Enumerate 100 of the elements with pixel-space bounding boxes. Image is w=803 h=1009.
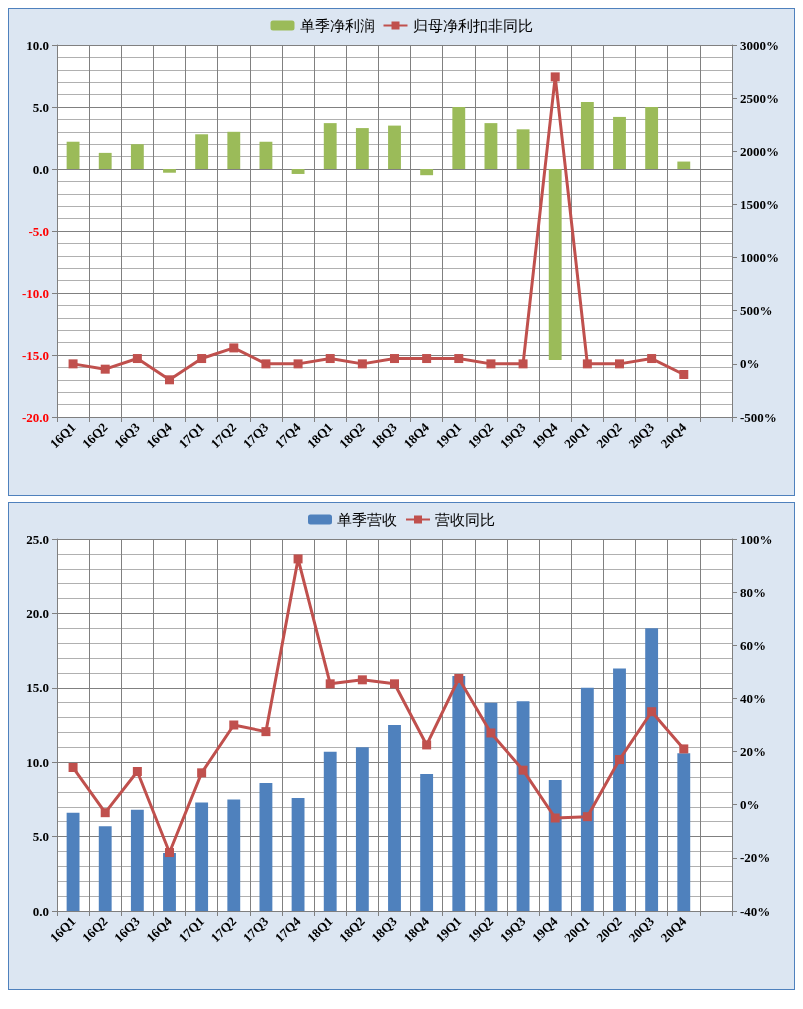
point: [229, 343, 239, 353]
y2-tick-label: 1500%: [740, 196, 779, 212]
bar: [548, 780, 562, 911]
bar: [323, 751, 337, 911]
point: [229, 720, 239, 730]
bar: [613, 116, 626, 169]
point: [390, 354, 399, 364]
point: [197, 768, 207, 778]
point: [261, 727, 271, 737]
y-tick-label: 20.0: [26, 605, 49, 621]
y2-tick-label: 3000%: [740, 37, 779, 53]
y2-tick-label: 40%: [740, 690, 766, 706]
bar: [420, 169, 434, 176]
y-tick-label: 0.0: [32, 161, 49, 177]
point: [325, 679, 335, 689]
y-tick-label: 5.0: [32, 99, 49, 115]
y2-tick-label: 0%: [740, 356, 760, 372]
bar: [613, 668, 626, 911]
point: [422, 740, 432, 750]
point: [357, 675, 367, 685]
y-tick-label: -5.0: [28, 223, 49, 239]
y2-tick-label: 80%: [740, 584, 766, 600]
bar: [130, 144, 144, 169]
bar: [452, 675, 466, 911]
point: [550, 813, 560, 823]
point: [197, 354, 207, 364]
point: [165, 848, 174, 858]
bar: [548, 169, 562, 360]
point: [582, 812, 592, 822]
point: [679, 369, 689, 379]
y-tick-label: -10.0: [21, 285, 49, 301]
bar: [677, 753, 691, 911]
y-tick-label: 10.0: [26, 754, 49, 770]
y2-tick-label: 0%: [740, 797, 760, 813]
y-tick-label: 0.0: [32, 903, 49, 919]
point: [165, 375, 174, 385]
point: [518, 765, 528, 775]
legend-label: 单季营收: [337, 510, 397, 529]
bar: [195, 802, 209, 911]
point: [325, 354, 335, 364]
bar: [163, 852, 176, 911]
point: [550, 72, 560, 82]
y-tick-label: 15.0: [26, 680, 49, 696]
y2-tick-label: 20%: [740, 744, 766, 760]
point: [518, 359, 528, 369]
bar: [677, 161, 691, 169]
point: [615, 359, 624, 369]
y2-tick-label: 1000%: [740, 250, 779, 266]
bar: [227, 799, 241, 911]
point: [390, 679, 399, 689]
y2-tick-label: -40%: [740, 903, 771, 919]
bar: [452, 107, 466, 169]
y2-tick-label: 60%: [740, 637, 766, 653]
y2-tick-label: -20%: [740, 850, 771, 866]
bar: [291, 169, 305, 174]
legend-label: 单季净利润: [299, 16, 375, 35]
bar: [355, 128, 369, 169]
bar: [516, 129, 530, 169]
bar: [66, 141, 80, 169]
bar: [323, 123, 337, 169]
bar: [98, 826, 112, 911]
point: [68, 359, 78, 369]
point: [422, 354, 432, 364]
point: [293, 554, 303, 564]
bar: [516, 701, 530, 911]
y-tick-label: -20.0: [21, 409, 49, 425]
bar: [163, 169, 176, 173]
point: [357, 359, 367, 369]
bar: [66, 812, 80, 911]
bar: [259, 141, 273, 169]
y2-tick-label: 100%: [740, 531, 773, 547]
bar: [484, 123, 498, 169]
bar: [259, 783, 273, 911]
y-tick-label: 10.0: [26, 37, 49, 53]
point: [293, 359, 303, 369]
point: [132, 354, 142, 364]
bar: [195, 134, 209, 169]
point: [454, 674, 464, 683]
y2-tick-label: 2500%: [740, 90, 779, 106]
legend-label: 归母净利扣非同比: [412, 16, 533, 35]
bar: [355, 747, 369, 911]
point: [100, 808, 110, 818]
bar: [580, 102, 594, 169]
point: [679, 744, 689, 754]
y-tick-label: -15.0: [21, 347, 49, 363]
y2-tick-label: 2000%: [740, 143, 779, 159]
point: [261, 359, 271, 369]
legend-label: 营收同比: [435, 510, 495, 529]
point: [100, 364, 110, 374]
bar: [98, 152, 112, 169]
bar: [645, 628, 659, 911]
bar: [388, 125, 401, 169]
bar: [227, 131, 241, 169]
point: [486, 359, 496, 369]
y-tick-label: 25.0: [26, 531, 49, 547]
bar: [484, 702, 498, 911]
bar: [130, 809, 144, 911]
bar: [645, 107, 659, 169]
point: [615, 755, 624, 765]
bar: [388, 725, 401, 911]
